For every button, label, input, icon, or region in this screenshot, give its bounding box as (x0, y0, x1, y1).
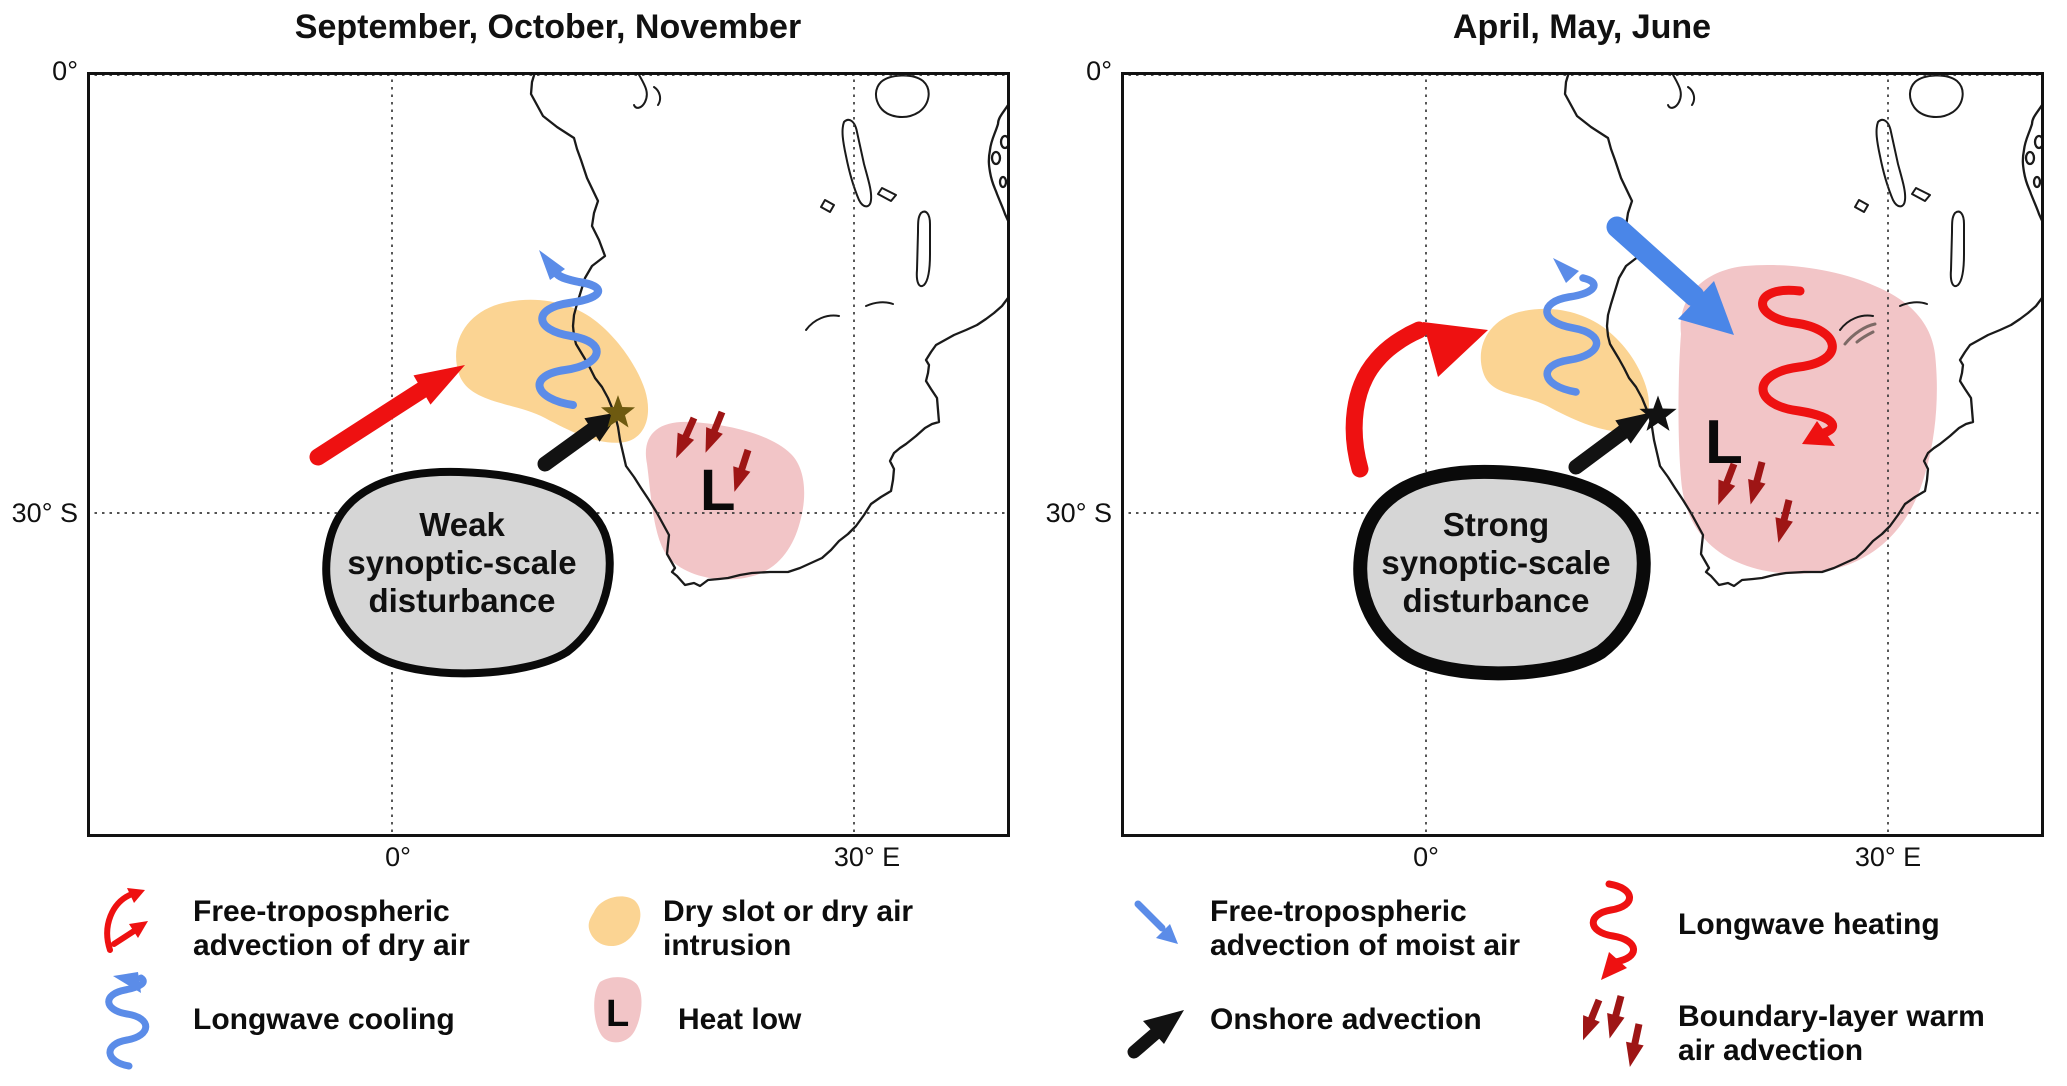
river-squiggle (1843, 322, 1877, 346)
longwave-heating-arrow (1758, 285, 1838, 446)
free-tropospheric-dry-air-curved-arrow (1345, 321, 1488, 478)
legend-boundary-layer-label: Boundary-layer warm air advection (1678, 1000, 1985, 1067)
dry-slot-region (1480, 308, 1649, 432)
gridlines (87, 72, 1010, 837)
svg-text:disturbance: disturbance (368, 582, 555, 619)
svg-text:Strong: Strong (1443, 506, 1549, 543)
legend-onshore-advection-label: Onshore advection (1210, 1003, 1482, 1036)
heat-low-label: L (700, 458, 735, 523)
onshore-advection-arrow (1568, 412, 1653, 475)
panel-son-title: September, October, November (294, 8, 802, 46)
longwave-cooling-arrow (535, 250, 603, 409)
amj-xtick-0deg: 0° (1413, 842, 1439, 872)
coastline (1563, 72, 2044, 588)
legend-moist-advection-label: Free-tropospheric advection of moist air (1210, 895, 1521, 962)
free-tropospheric-dry-air-arrow (309, 365, 465, 466)
red-wavy-arrow-icon (1589, 880, 1637, 980)
plot-frame (87, 72, 1010, 837)
legend-heat-low-label: Heat low (678, 1003, 802, 1036)
son-xtick-0deg: 0° (385, 842, 411, 872)
amj-ytick-0deg: 0° (1086, 56, 1112, 86)
son-xtick-30e: 30° E (833, 842, 901, 872)
son-ytick-30s: 30° S (11, 498, 78, 528)
black-arrow-icon (1127, 1010, 1184, 1059)
legend-dry-advection-label: Free-tropospheric advection of dry air (193, 895, 470, 962)
blue-straight-arrow-icon (1134, 900, 1178, 944)
dark-red-arrows-icon (1583, 992, 1653, 1076)
legend-dry-slot-label: Dry slot or dry air intrusion (663, 895, 914, 962)
heat-low-region (1678, 264, 1937, 574)
east-africa-coast (2021, 100, 2044, 227)
lakes-outlines (1667, 72, 1965, 331)
heat-low-label: L (1705, 408, 1743, 477)
free-tropospheric-moist-air-arrow (1606, 216, 1734, 335)
weak-disturbance-bubble: Weak synoptic-scale disturbance (322, 467, 614, 678)
legend-longwave-heating-label: Longwave heating (1678, 908, 1940, 941)
legend-longwave-cooling-label: Longwave cooling (193, 1003, 455, 1036)
longwave-cooling-arrow (1543, 258, 1601, 396)
panel-amj-title: April, May, June (1452, 8, 1712, 46)
panel-son-map: Weak synoptic-scale disturbance L (87, 72, 1010, 837)
son-ytick-0deg: 0° (52, 56, 78, 86)
lakes-outlines (633, 72, 931, 331)
plot-frame (1121, 72, 2044, 837)
east-africa-coast (987, 100, 1010, 227)
pink-region-icon: L (594, 977, 642, 1043)
orange-region-icon (588, 896, 641, 947)
panel-amj-map: Strong synoptic-scale disturbance (1121, 72, 2044, 837)
strong-disturbance-bubble: Strong synoptic-scale disturbance (1353, 464, 1651, 681)
svg-text:Weak: Weak (419, 506, 505, 543)
svg-text:synoptic-scale: synoptic-scale (1381, 544, 1610, 581)
red-curved-arrow-icon (104, 888, 148, 953)
svg-text:disturbance: disturbance (1402, 582, 1589, 619)
heat-low-region (645, 421, 805, 580)
svg-text:L: L (606, 993, 629, 1035)
amj-xtick-30e: 30° E (1854, 842, 1922, 872)
gridlines (1121, 72, 2044, 837)
blue-wavy-arrow-icon (105, 972, 150, 1070)
coastline (529, 72, 1010, 588)
amj-ytick-30s: 30° S (1045, 498, 1112, 528)
svg-text:synoptic-scale: synoptic-scale (347, 544, 576, 581)
